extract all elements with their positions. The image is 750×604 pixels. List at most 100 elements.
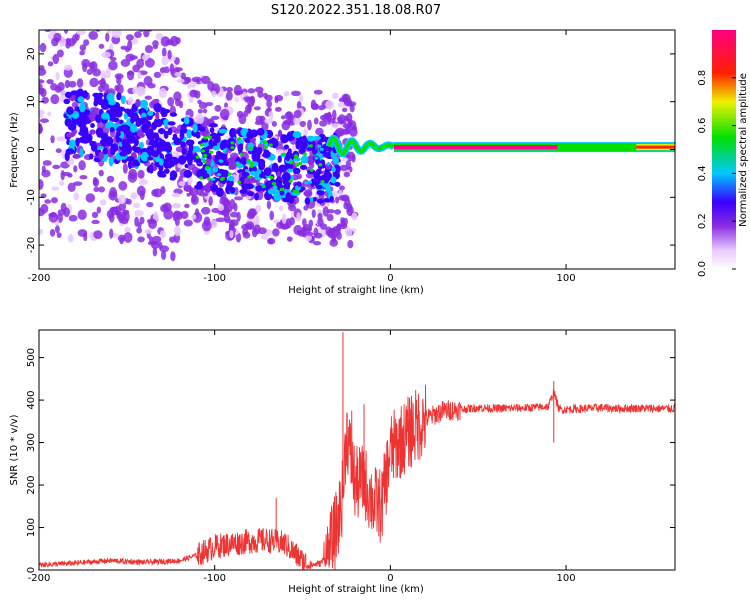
spectrogram-cell [257, 158, 266, 166]
spectrogram-cell [200, 75, 211, 85]
spectrogram-cell [39, 179, 44, 190]
spectrogram-cell [239, 152, 244, 156]
spectrogram-cell [133, 112, 139, 121]
spectrogram-cell [253, 106, 261, 111]
spectrogram-cell [235, 161, 240, 165]
spectrogram-cell [319, 147, 324, 151]
transition-band-inner [327, 136, 395, 156]
spectrogram-cell [315, 184, 323, 190]
spectrogram-cell [199, 176, 204, 180]
spectrogram-cell [209, 150, 214, 154]
spectrogram-cell [80, 115, 90, 125]
spectrogram-cell [92, 68, 102, 77]
spectrogram-cell [331, 166, 336, 173]
spectrogram-cell [47, 24, 53, 28]
spectrogram-cell [69, 10, 76, 21]
spectrogram-cell [127, 97, 134, 106]
spectrogram-cell [111, 232, 120, 239]
spectrogram-cell [259, 172, 265, 179]
spectrogram-cell [158, 87, 167, 99]
spectrogram-cell [302, 135, 307, 141]
spectrogram-cell [204, 173, 210, 179]
spectrogram-cell [227, 175, 235, 182]
spectrogram-cell [230, 146, 235, 150]
spectrogram-cell [52, 53, 60, 65]
spectrogram-cell [263, 145, 268, 149]
spectrogram-cell [198, 126, 206, 132]
spectrogram-cell [332, 92, 339, 100]
spectrogram-cell [85, 193, 95, 203]
spectrogram-cell [326, 213, 334, 222]
spectrogram-cell [76, 78, 84, 88]
spectrogram-cell [254, 215, 260, 225]
spectrogram-cell [235, 232, 242, 243]
spectrogram-cell [135, 98, 141, 107]
snr-y-ticks: 0 100 200 300 400 500 [26, 348, 675, 573]
spectrogram-cell [43, 11, 52, 18]
spectrogram-cell [171, 192, 181, 198]
spectrogram-cell [54, 21, 63, 25]
spectrogram-cell [39, 42, 47, 53]
spectrogram-cell [263, 140, 268, 144]
spectrogram-cell [136, 129, 143, 137]
spectrogram-cell [98, 11, 107, 19]
spectrogram-cell [97, 18, 102, 28]
spectrogram-cell [50, 135, 55, 144]
spectrogram-cell [343, 171, 351, 178]
spectrogram-cell [120, 217, 129, 225]
spectrogram-cell [114, 84, 120, 91]
spectrogram-cell [70, 90, 77, 96]
spectrogram-cell [134, 31, 142, 39]
spectrogram-cell [66, 106, 74, 115]
spectrogram-cell [266, 100, 273, 108]
spectrogram-cell [210, 90, 217, 97]
spectrogram-cell [78, 160, 86, 171]
spectrogram-cell [308, 219, 314, 228]
spectrogram-cell [308, 144, 313, 148]
spectrogram-cell [171, 136, 179, 141]
spectrogram-cell [216, 150, 222, 156]
spectrogram-cell [276, 176, 283, 186]
spectrogram-cell [181, 147, 187, 155]
spectrogram-cell [132, 160, 140, 165]
spectrogram-cell [315, 127, 324, 136]
spectrogram-cell [313, 89, 323, 95]
spectrogram-cell [108, 60, 118, 71]
spectrogram-cell [125, 34, 134, 41]
spectrogram-cell [329, 227, 339, 239]
spectrogram-cell [245, 221, 255, 230]
spectrogram-cell [233, 202, 238, 212]
spectrogram-cell [139, 99, 149, 109]
spectrogram-cell [189, 89, 198, 98]
spectrogram-cell [93, 157, 102, 163]
spectrogram-cell [208, 178, 214, 187]
spectrogram-cell [339, 185, 345, 191]
spectrogram-cell [240, 156, 247, 166]
spectrogram-cell [73, 192, 79, 201]
snr-x-label: Height of straight line (km) [288, 584, 424, 595]
spectrogram-cell [178, 180, 186, 187]
spectrogram-cell [87, 20, 92, 26]
spectrogram-cell [183, 116, 190, 125]
spectrogram-cell [155, 111, 160, 121]
spectrogram-cell [246, 130, 255, 140]
spectrogram-cell [136, 58, 145, 69]
spectrogram-cell [293, 109, 302, 119]
spectrogram-cell [163, 130, 169, 139]
spectrogram-cell [67, 122, 77, 131]
spectrogram-cell [269, 210, 275, 221]
spectrogram-cell [63, 67, 73, 78]
spectrogram-cell [172, 202, 179, 208]
spectrogram-cell [148, 219, 158, 230]
y-tick-label: 500 [26, 348, 37, 367]
spectrogram-cell [66, 38, 76, 47]
spectrogram-cell [65, 132, 75, 138]
spectrogram-cell [79, 50, 85, 56]
spectrogram-cell [57, 82, 65, 92]
spectrogram-cell [63, 98, 71, 105]
spectrogram-cell [330, 117, 336, 124]
spectrogram-cell [67, 233, 74, 243]
spectrogram-cell [58, 180, 64, 187]
spectrogram-cell [226, 87, 233, 92]
